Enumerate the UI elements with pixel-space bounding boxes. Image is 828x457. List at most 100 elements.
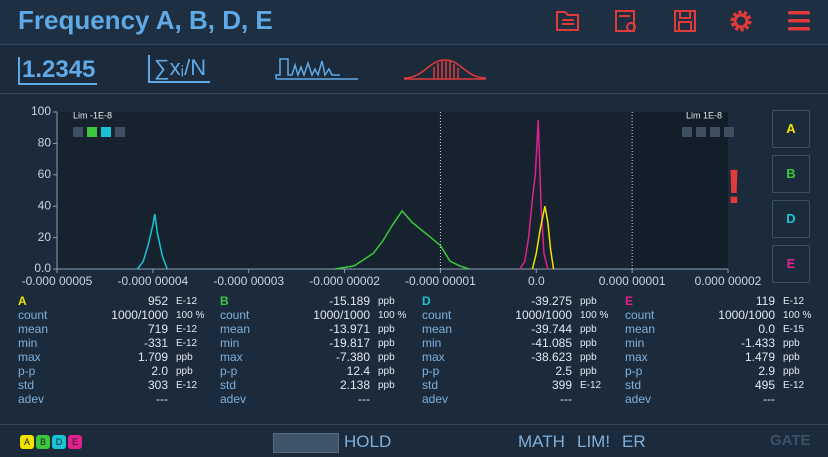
limit-label: Lim -1E-8 (73, 110, 112, 120)
x-tick-label: -0.000 00003 (213, 274, 284, 288)
view-icons (275, 58, 487, 80)
stat-value: 399 (551, 378, 572, 392)
stat-name: min (18, 336, 38, 350)
stat-name: max (220, 350, 243, 364)
stat-value: 719 (147, 322, 168, 336)
channel-button[interactable]: B (772, 155, 810, 193)
histogram-line (334, 209, 470, 270)
stat-name: mean (220, 322, 251, 336)
stat-value: 1.479 (744, 350, 775, 364)
settings-icon[interactable] (730, 10, 752, 32)
stat-unit: ppb (378, 366, 395, 377)
hold-button[interactable]: HOLD (344, 432, 392, 451)
stat-unit: 100 % (783, 310, 812, 321)
toolbar: 1.2345 ∑xᵢ/N (0, 45, 828, 94)
stat-unit: ppb (378, 380, 395, 391)
channel-label: E (625, 294, 634, 308)
stat-name: p-p (625, 364, 643, 378)
histogram-line (519, 119, 549, 270)
stat-unit: E-12 (783, 380, 805, 391)
stat-name: count (422, 308, 452, 322)
stat-name: min (422, 336, 442, 350)
config-icon[interactable] (615, 10, 636, 32)
stat-value: 1000/1000 (718, 308, 775, 322)
statistics-button[interactable]: ∑xᵢ/N (148, 55, 211, 83)
stat-unit: E-12 (783, 296, 805, 307)
title: Frequency A, B, D, E (18, 5, 273, 35)
x-tick-label: 0.000 00001 (599, 274, 666, 288)
error-button[interactable]: ER (622, 432, 646, 451)
stat-name: std (220, 378, 237, 392)
stat-name: count (220, 308, 250, 322)
channel-indicator (724, 127, 734, 137)
stat-unit: ppb (580, 352, 597, 363)
stat-value: 2.5 (555, 364, 572, 378)
stat-unit: E-12 (176, 380, 198, 391)
y-tick-label: 60 (38, 167, 52, 181)
stat-value: -15.189 (329, 294, 370, 308)
channel-button[interactable]: A (772, 110, 810, 148)
stat-name: min (220, 336, 240, 350)
stat-unit: ppb (176, 366, 193, 377)
y-tick-label: 0.0 (34, 261, 51, 275)
timeline-icon[interactable] (275, 58, 358, 80)
channel-label: B (220, 294, 229, 308)
readout-button[interactable]: 1.2345 (18, 57, 98, 85)
channel-indicator (73, 127, 83, 137)
stat-value: -39.275 (531, 294, 572, 308)
stat-value: 495 (754, 378, 775, 392)
stat-unit: ppb (580, 296, 597, 307)
alert-icon: ! (726, 161, 742, 214)
stat-unit: ppb (580, 366, 597, 377)
x-tick-label: -0.000 00005 (22, 274, 93, 288)
y-tick-label: 100 (31, 104, 51, 118)
channel-indicator (87, 127, 97, 137)
stat-name: std (18, 378, 35, 392)
channel-label: D (422, 294, 431, 308)
stat-value: 2.0 (151, 364, 168, 378)
stat-value: 12.4 (346, 364, 370, 378)
stat-name: p-p (422, 364, 440, 378)
stat-name: p-p (18, 364, 36, 378)
stat-name: min (625, 336, 645, 350)
stat-unit: E-12 (580, 380, 602, 391)
stat-unit: 100 % (176, 310, 205, 321)
stat-value: 303 (147, 378, 168, 392)
folder-icon[interactable] (556, 11, 579, 31)
stat-unit: ppb (783, 366, 800, 377)
histogram-icon[interactable] (403, 59, 487, 80)
stat-name: std (625, 378, 642, 392)
stat-unit: ppb (783, 338, 800, 349)
stat-value: --- (763, 392, 775, 406)
stat-unit: E-12 (176, 324, 198, 335)
stat-value: -38.623 (531, 350, 572, 364)
limit-button[interactable]: LIM! (577, 432, 611, 451)
y-tick-label: 40 (38, 198, 52, 212)
stat-value: 1000/1000 (515, 308, 572, 322)
stat-unit: ppb (580, 324, 597, 335)
y-tick-label: 80 (38, 136, 52, 150)
stat-name: adev (18, 392, 45, 406)
channel-indicator (696, 127, 706, 137)
channel-button[interactable]: D (772, 200, 810, 238)
hold-indicator (273, 433, 339, 453)
channel-button[interactable]: E (772, 245, 810, 283)
menu-icon[interactable] (788, 11, 810, 31)
gate-button[interactable]: GATE (770, 432, 811, 449)
channel-badge: B (36, 435, 50, 449)
stat-value: -1.433 (740, 336, 775, 350)
header-icons (556, 10, 810, 32)
math-button[interactable]: MATH (518, 432, 565, 451)
x-tick-label: -0.000 00004 (117, 274, 188, 288)
stat-name: p-p (220, 364, 238, 378)
stat-unit: ppb (378, 324, 395, 335)
channel-badge: A (20, 435, 34, 449)
channel-label: A (18, 294, 27, 308)
stat-unit: ppb (580, 338, 597, 349)
stat-name: std (422, 378, 439, 392)
stat-unit: E-12 (176, 296, 198, 307)
stat-name: adev (220, 392, 247, 406)
stat-name: count (18, 308, 48, 322)
save-icon[interactable] (674, 10, 696, 32)
